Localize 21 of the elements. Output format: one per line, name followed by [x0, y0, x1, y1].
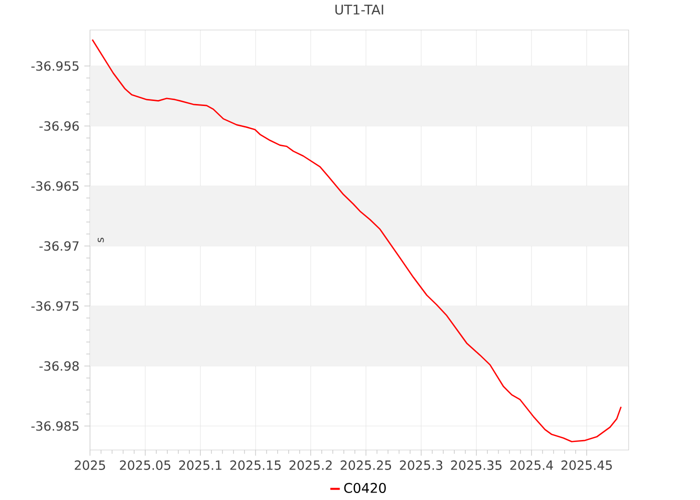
y-tick-label: -36.985 — [31, 421, 79, 431]
chart-title: UT1-TAI — [335, 4, 384, 15]
line-series — [92, 38, 622, 442]
y-tick-label: -36.97 — [39, 241, 79, 251]
x-tick-label: 2025.35 — [451, 460, 502, 470]
y-tick-label: -36.975 — [31, 301, 79, 311]
x-tick-label: 2025 — [74, 460, 106, 470]
x-tick-label: 2025.15 — [230, 460, 281, 470]
x-tick-label: 2025.45 — [561, 460, 612, 470]
x-tick-label: 2025.05 — [120, 460, 170, 470]
x-tick-label: 2025.2 — [290, 460, 332, 470]
x-tick-label: 2025.25 — [340, 460, 392, 470]
y-axis-title: s — [98, 238, 104, 242]
y-tick-label: -36.955 — [31, 61, 79, 71]
y-tick-label: -36.965 — [31, 181, 79, 191]
x-tick-label: 2025.1 — [179, 460, 222, 470]
y-tick-label: -36.96 — [39, 121, 79, 131]
x-tick-label: 2025.3 — [400, 460, 442, 470]
legend-label: C0420 — [344, 482, 386, 493]
y-tick-label: -36.98 — [39, 361, 79, 371]
x-tick-label: 2025.4 — [510, 460, 553, 470]
